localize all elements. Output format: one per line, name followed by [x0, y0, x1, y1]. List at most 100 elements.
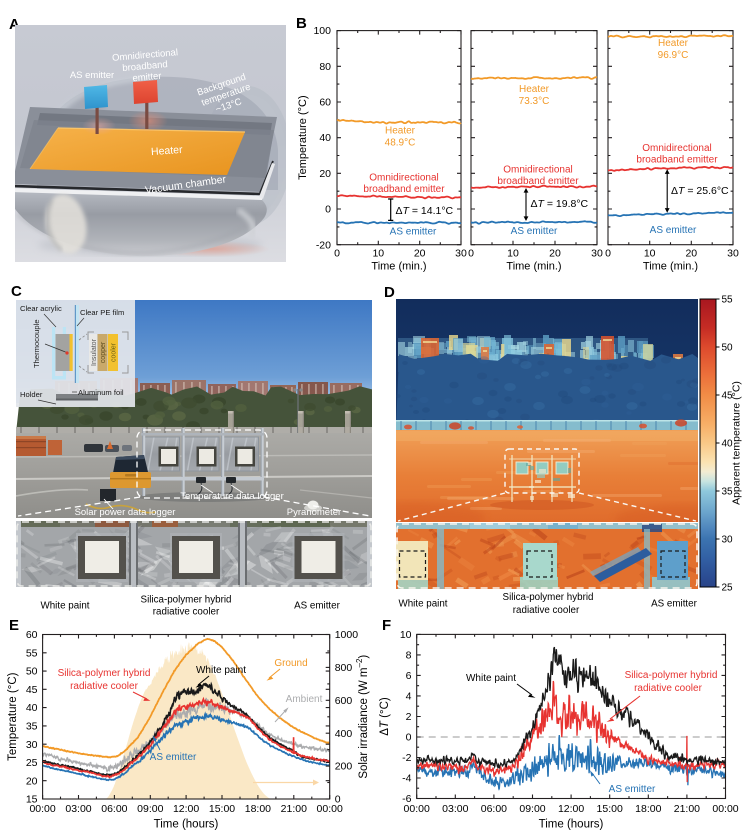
- svg-text:emitter: emitter: [132, 71, 162, 84]
- svg-text:Heater: Heater: [151, 144, 184, 158]
- svg-text:50: 50: [26, 666, 38, 678]
- svg-text:Omnidirectional: Omnidirectional: [642, 143, 711, 154]
- svg-text:10: 10: [507, 248, 519, 260]
- svg-text:Silica-polymer hybrid: Silica-polymer hybrid: [141, 595, 232, 606]
- svg-text:80: 80: [319, 61, 331, 73]
- svg-text:Clear acrylic: Clear acrylic: [20, 304, 62, 313]
- svg-text:20: 20: [414, 248, 426, 260]
- svg-text:4: 4: [406, 691, 412, 703]
- svg-text:C: C: [11, 283, 22, 300]
- svg-text:12:00: 12:00: [558, 803, 584, 815]
- svg-text:Holder: Holder: [20, 390, 43, 399]
- svg-text:Heater: Heater: [385, 126, 416, 137]
- svg-text:18:00: 18:00: [635, 803, 661, 815]
- svg-text:ΔT = 14.1°C: ΔT = 14.1°C: [396, 205, 454, 217]
- svg-text:200: 200: [335, 761, 353, 773]
- svg-text:0: 0: [325, 204, 331, 216]
- svg-text:Time (min.): Time (min.): [506, 261, 561, 273]
- svg-text:broadband emitter: broadband emitter: [497, 176, 579, 187]
- svg-text:Clear PE film: Clear PE film: [80, 308, 124, 317]
- svg-text:Solar irradiance (W m–2): Solar irradiance (W m–2): [355, 655, 370, 779]
- svg-text:cooler: cooler: [111, 342, 118, 362]
- svg-text:Silica-polymer hybrid: Silica-polymer hybrid: [625, 670, 718, 681]
- svg-text:broadband: broadband: [122, 59, 168, 74]
- svg-text:20: 20: [549, 248, 561, 260]
- svg-text:2: 2: [406, 711, 412, 723]
- svg-text:AS emitter: AS emitter: [390, 227, 437, 238]
- svg-text:25: 25: [722, 583, 734, 594]
- svg-text:600: 600: [335, 695, 353, 707]
- svg-text:Heater: Heater: [658, 38, 689, 49]
- svg-text:00:00: 00:00: [317, 803, 343, 815]
- svg-text:radiative cooler: radiative cooler: [513, 605, 580, 616]
- svg-text:48.9°C: 48.9°C: [385, 138, 416, 149]
- svg-text:-20: -20: [316, 239, 331, 251]
- svg-text:03:00: 03:00: [442, 803, 468, 815]
- svg-text:60: 60: [319, 97, 331, 109]
- svg-text:0: 0: [334, 248, 340, 260]
- svg-text:800: 800: [335, 662, 353, 674]
- svg-text:Time (min.): Time (min.): [371, 261, 426, 273]
- svg-text:40: 40: [319, 132, 331, 144]
- svg-text:15:00: 15:00: [597, 803, 623, 815]
- svg-text:Time (hours): Time (hours): [154, 819, 219, 831]
- svg-text:45: 45: [722, 391, 734, 402]
- svg-text:ΔT = 25.6°C: ΔT = 25.6°C: [671, 185, 729, 197]
- svg-text:White paint: White paint: [196, 665, 246, 676]
- svg-text:30: 30: [455, 248, 467, 260]
- svg-text:00:00: 00:00: [29, 803, 55, 815]
- svg-text:15: 15: [26, 794, 38, 806]
- svg-text:30: 30: [591, 248, 603, 260]
- svg-text:-2: -2: [402, 752, 411, 764]
- svg-text:White paint: White paint: [466, 673, 516, 684]
- svg-text:60: 60: [26, 629, 38, 641]
- svg-text:White paint: White paint: [398, 599, 447, 610]
- svg-text:D: D: [384, 284, 395, 301]
- svg-text:radiative cooler: radiative cooler: [634, 683, 702, 694]
- svg-text:09:00: 09:00: [137, 803, 163, 815]
- svg-text:ΔT = 19.8°C: ΔT = 19.8°C: [531, 198, 589, 210]
- svg-text:10: 10: [644, 248, 656, 260]
- svg-text:AS emitter: AS emitter: [150, 752, 197, 763]
- svg-text:-4: -4: [402, 773, 411, 785]
- svg-text:12:00: 12:00: [173, 803, 199, 815]
- svg-text:AS emitter: AS emitter: [651, 599, 697, 610]
- svg-text:AS emitter: AS emitter: [70, 70, 114, 81]
- svg-text:A: A: [9, 16, 20, 33]
- svg-text:06:00: 06:00: [481, 803, 507, 815]
- svg-text:10: 10: [372, 248, 384, 260]
- svg-text:AS emitter: AS emitter: [609, 784, 656, 795]
- svg-text:AS emitter: AS emitter: [511, 226, 558, 237]
- svg-text:100: 100: [313, 25, 331, 37]
- svg-text:Ground: Ground: [274, 658, 307, 669]
- svg-text:40: 40: [26, 702, 38, 714]
- svg-text:06:00: 06:00: [101, 803, 127, 815]
- svg-text:Silica-polymer hybrid: Silica-polymer hybrid: [58, 668, 151, 679]
- svg-text:Temperature (°C): Temperature (°C): [297, 95, 309, 179]
- svg-text:45: 45: [26, 684, 38, 696]
- svg-text:0: 0: [605, 248, 611, 260]
- svg-text:50: 50: [722, 343, 734, 354]
- svg-text:AS emitter: AS emitter: [650, 225, 697, 236]
- svg-text:Thermocouple: Thermocouple: [32, 319, 41, 368]
- svg-text:30: 30: [727, 248, 739, 260]
- svg-text:E: E: [9, 617, 19, 634]
- svg-text:Heater: Heater: [519, 84, 550, 95]
- svg-text:Temperature (°C): Temperature (°C): [7, 672, 19, 760]
- svg-text:35: 35: [722, 487, 734, 498]
- svg-text:20: 20: [26, 775, 38, 787]
- svg-text:Pyranometer: Pyranometer: [287, 507, 341, 518]
- svg-text:15:00: 15:00: [209, 803, 235, 815]
- svg-text:Time (hours): Time (hours): [539, 819, 604, 831]
- svg-text:18:00: 18:00: [245, 803, 271, 815]
- svg-text:broadband emitter: broadband emitter: [363, 184, 445, 195]
- svg-text:30: 30: [722, 535, 734, 546]
- svg-text:Solar power data logger: Solar power data logger: [75, 507, 176, 518]
- svg-text:1000: 1000: [335, 629, 359, 641]
- svg-text:radiative cooler: radiative cooler: [70, 681, 138, 692]
- svg-text:Aluminum foil: Aluminum foil: [78, 388, 124, 397]
- svg-text:96.9°C: 96.9°C: [658, 50, 689, 61]
- svg-text:00:00: 00:00: [712, 803, 738, 815]
- svg-text:35: 35: [26, 721, 38, 733]
- svg-text:25: 25: [26, 757, 38, 769]
